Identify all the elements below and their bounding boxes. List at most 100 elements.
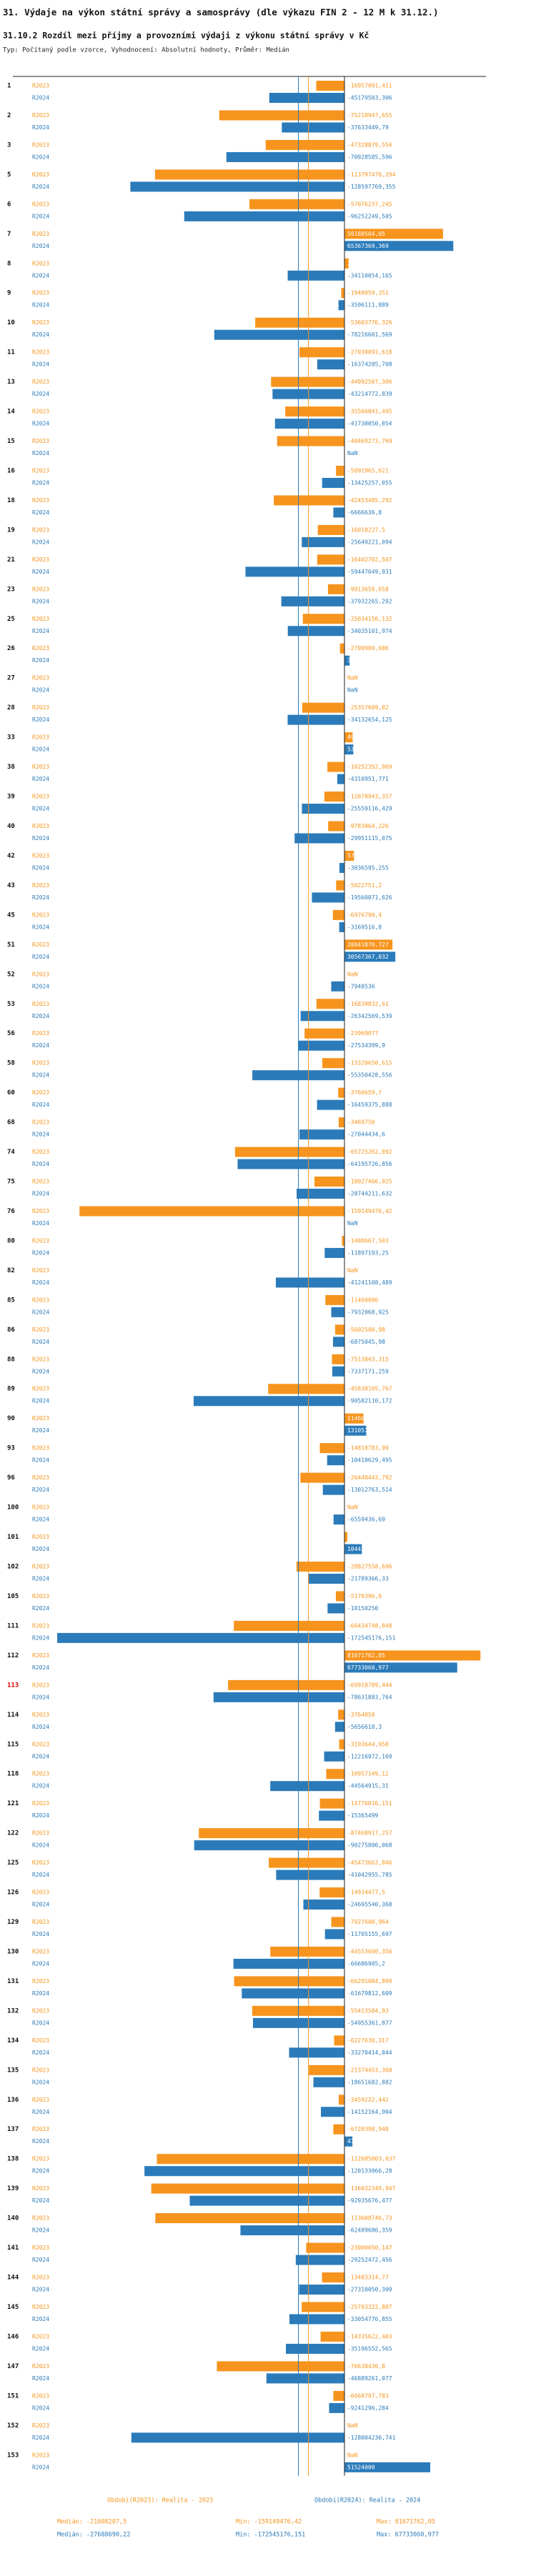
bar bbox=[274, 495, 344, 506]
value-label: -44564915,31 bbox=[347, 1783, 389, 1789]
category-label: 51 bbox=[7, 942, 15, 949]
value-label: -28744211,632 bbox=[347, 1191, 392, 1197]
series-name: R2023 bbox=[32, 497, 49, 504]
value-label: -27310050,309 bbox=[347, 2287, 392, 2293]
value-label: -6720390,948 bbox=[347, 2126, 389, 2132]
bar bbox=[299, 2285, 344, 2295]
bar bbox=[324, 1751, 344, 1762]
value-label: -45473662,846 bbox=[347, 1859, 392, 1866]
value-label: -55413584,93 bbox=[347, 2007, 389, 2014]
bar bbox=[322, 2272, 344, 2283]
category-label: 18 bbox=[7, 497, 15, 504]
bar bbox=[249, 199, 344, 209]
value-label: -18651682,882 bbox=[347, 2079, 392, 2085]
bar bbox=[342, 1235, 344, 1246]
bar bbox=[214, 329, 344, 340]
series-name: R2023 bbox=[32, 1830, 49, 1837]
bar bbox=[312, 892, 344, 903]
series-name: R2023 bbox=[32, 764, 49, 770]
series-name: R2023 bbox=[32, 675, 49, 682]
category-label: 140 bbox=[7, 2215, 19, 2222]
series-name: R2024 bbox=[32, 657, 49, 664]
bar bbox=[317, 359, 344, 370]
value-label: -40469273,769 bbox=[347, 438, 392, 444]
series-name: R2024 bbox=[32, 184, 49, 190]
category-label: 1 bbox=[7, 83, 11, 90]
series-name: R2024 bbox=[32, 1990, 49, 1997]
value-label: -16839832,61 bbox=[347, 1001, 389, 1007]
series-name: R2024 bbox=[32, 450, 49, 456]
value-label: -78216601,569 bbox=[347, 331, 392, 338]
value-label: -57076237,245 bbox=[347, 201, 392, 207]
bar bbox=[265, 139, 344, 150]
bar bbox=[274, 419, 344, 429]
value-label: 28841870,727 bbox=[347, 942, 389, 948]
value-label: NaN bbox=[347, 450, 358, 456]
value-label: -23000050,147 bbox=[347, 2245, 392, 2251]
category-label: 152 bbox=[7, 2422, 19, 2430]
category-label: 68 bbox=[7, 1119, 15, 1127]
bar bbox=[302, 702, 344, 713]
value-label: 65367369,369 bbox=[347, 243, 389, 249]
category-label: 111 bbox=[7, 1622, 19, 1629]
value-label: -47328879,554 bbox=[347, 141, 392, 148]
value-label: -43214772,039 bbox=[347, 391, 392, 397]
series-name: R2024 bbox=[32, 1132, 49, 1138]
bar bbox=[333, 2390, 344, 2401]
bar bbox=[344, 744, 354, 755]
series-name: R2024 bbox=[32, 628, 49, 634]
series-name: R2023 bbox=[32, 467, 49, 474]
category-label: 151 bbox=[7, 2392, 19, 2400]
bar bbox=[344, 241, 454, 251]
bar bbox=[344, 1544, 362, 1554]
series-name: R2024 bbox=[32, 2375, 49, 2382]
value-label: -113797476,294 bbox=[347, 171, 396, 178]
category-label: 52 bbox=[7, 971, 15, 978]
value-label: 81671762,05 bbox=[347, 1652, 385, 1659]
bar bbox=[313, 2077, 344, 2087]
legend-period: Obdobi(R2024): Realita - 2024 bbox=[314, 2497, 420, 2505]
bar bbox=[193, 1396, 344, 1407]
value-label: -3169516,8 bbox=[347, 924, 382, 930]
bar bbox=[338, 300, 344, 311]
category-label: 153 bbox=[7, 2452, 19, 2459]
bar bbox=[314, 1177, 344, 1187]
bar bbox=[269, 1857, 344, 1868]
bar bbox=[296, 1562, 344, 1572]
value-label: 51524000 bbox=[347, 2464, 375, 2470]
series-name: R2023 bbox=[32, 1208, 49, 1214]
category-label: 10 bbox=[7, 319, 15, 326]
series-name: R2023 bbox=[32, 1652, 49, 1659]
bar bbox=[316, 999, 344, 1009]
value-label: -6875045,98 bbox=[347, 1339, 385, 1345]
category-label: 85 bbox=[7, 1297, 15, 1304]
series-name: R2024 bbox=[32, 2435, 49, 2441]
category-label: 135 bbox=[7, 2067, 19, 2074]
category-label: 145 bbox=[7, 2304, 19, 2311]
series-name: R2024 bbox=[32, 302, 49, 309]
value-label: -1488667,503 bbox=[347, 1237, 389, 1244]
value-label: -26342569,539 bbox=[347, 1013, 392, 1019]
category-label: 90 bbox=[7, 1415, 15, 1422]
bar bbox=[242, 1988, 344, 1999]
series-name: R2023 bbox=[32, 1001, 49, 1007]
value-label: -128597769,355 bbox=[347, 184, 396, 190]
category-label: 112 bbox=[7, 1652, 19, 1659]
category-label: 76 bbox=[7, 1208, 15, 1215]
series-name: R2023 bbox=[32, 1504, 49, 1511]
series-name: R2024 bbox=[32, 2109, 49, 2115]
category-label: 25 bbox=[7, 616, 15, 623]
bar bbox=[338, 1087, 344, 1098]
value-label: -25034156,132 bbox=[347, 616, 392, 622]
series-name: R2024 bbox=[32, 1072, 49, 1079]
bar bbox=[324, 1929, 344, 1940]
value-label: -53603776,326 bbox=[347, 319, 392, 326]
category-label: 5 bbox=[7, 171, 11, 179]
series-name: R2024 bbox=[32, 1902, 49, 1908]
bar bbox=[302, 2302, 344, 2312]
value-label: -45830105,767 bbox=[347, 1386, 392, 1392]
bar bbox=[322, 1058, 344, 1069]
category-label: 101 bbox=[7, 1534, 19, 1541]
bar bbox=[237, 1159, 344, 1169]
value-label: NaN bbox=[347, 675, 358, 682]
